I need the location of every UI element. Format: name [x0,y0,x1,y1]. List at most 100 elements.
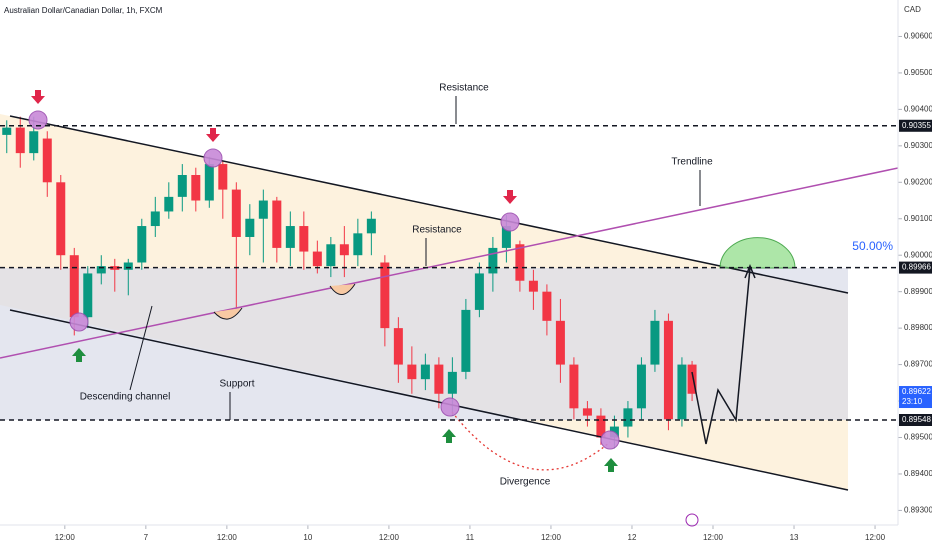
y-tick-label: 0.90200 [904,177,932,186]
x-tick-label: 12:00 [55,533,76,542]
candle-body [488,247,498,274]
y-tick-label: 0.89500 [904,433,932,442]
candle-body [299,226,309,252]
candle-body [380,262,390,329]
x-tick-label: 12:00 [865,533,886,542]
y-tick-label: 0.89700 [904,360,932,369]
y-tick-label: 0.89400 [904,469,932,478]
pivot-marker [28,110,48,130]
candle-body [434,364,444,394]
price-tag [899,386,932,409]
candle-body [177,175,187,197]
channel-lower [9,309,849,491]
target-dome [719,237,796,269]
candle-body [110,266,120,270]
candle-body [245,218,255,237]
x-tick-label: 12:00 [541,533,562,542]
candle-body [515,244,525,281]
up-arrow [442,429,456,443]
x-tick-label: 7 [144,533,149,542]
annotation: Trendline [671,157,713,168]
level-label: 0.89966 [902,263,931,272]
candle-body [123,262,133,270]
x-tick-label: 12:00 [217,533,238,542]
channel-upper [9,115,849,294]
candle-body [596,415,606,438]
candle-body [42,138,52,183]
candle-body [29,131,39,154]
level-label: 0.89548 [902,415,931,424]
candle-body [96,266,106,274]
candle-body [231,189,241,237]
trendline [0,167,899,359]
candle-body [447,371,457,394]
level-tag [899,119,932,132]
y-tick-label: 0.90500 [904,68,932,77]
current-price: 0.89622 [902,387,931,396]
range-band [0,268,848,420]
candle-body [582,408,592,416]
candle-body [2,127,12,135]
level-tag [899,261,932,274]
y-tick-label: 0.90000 [904,250,932,259]
y-tick-label: 0.90600 [904,32,932,41]
candle-body [218,164,228,190]
candle-body [312,251,322,267]
pivot-marker [440,397,460,417]
projection [691,267,751,445]
y-tick-label: 0.89800 [904,323,932,332]
pivot-marker [600,430,620,450]
candle-body [687,364,697,394]
candle-body [542,291,552,321]
candle-body [326,244,336,267]
candle-body [339,244,349,256]
y-tick-label: 0.89900 [904,287,932,296]
x-tick-label: 12 [628,533,637,542]
up-arrow [604,458,618,472]
annotation: Descending channel [80,392,171,403]
pivot-marker [203,148,223,168]
candle-body [407,364,417,380]
annotation: Resistance [439,83,489,94]
candle-body [204,164,214,201]
candle-body [393,328,403,365]
chart-title: Australian Dollar/Canadian Dollar, 1h, F… [4,6,163,15]
annotation: Resistance [412,225,462,236]
level-tag [899,414,932,426]
candle-body [272,200,282,248]
candle-body [191,175,201,201]
annotation: Support [219,379,254,390]
candle-body [164,196,174,212]
projection-arrow [744,264,756,279]
down-arrow [206,128,220,142]
candle-body [663,320,673,420]
up-arrow [72,348,86,362]
x-tick-label: 11 [466,533,475,542]
y-tick-label: 0.90100 [904,214,932,223]
y-tick-label: 0.90300 [904,141,932,150]
arc [213,307,243,320]
pointer [129,305,153,391]
down-arrow [31,90,45,104]
annotation: Divergence [500,477,551,488]
down-arrow [503,190,517,204]
candle-body [501,226,511,248]
axis-unit: CAD [904,5,921,14]
plot [2,35,902,529]
candle-body [636,364,646,409]
candle-body [69,255,79,318]
fib-label: 50.00% [852,239,893,253]
y-tick-label: 0.89300 [904,506,932,515]
x-tick-label: 10 [303,533,312,542]
candle-body [15,127,25,154]
candle-body [555,320,565,365]
candle-body [474,273,484,310]
overlay: 0.90600 0.90500 0.90400 0.90300 0.90200 0.901… [0,32,932,542]
pivot-marker [500,212,520,232]
candle-body [258,200,268,219]
event-icon [685,513,699,527]
level-label: 0.90355 [902,121,931,130]
candle-body [569,364,579,409]
candle-body [353,233,363,256]
